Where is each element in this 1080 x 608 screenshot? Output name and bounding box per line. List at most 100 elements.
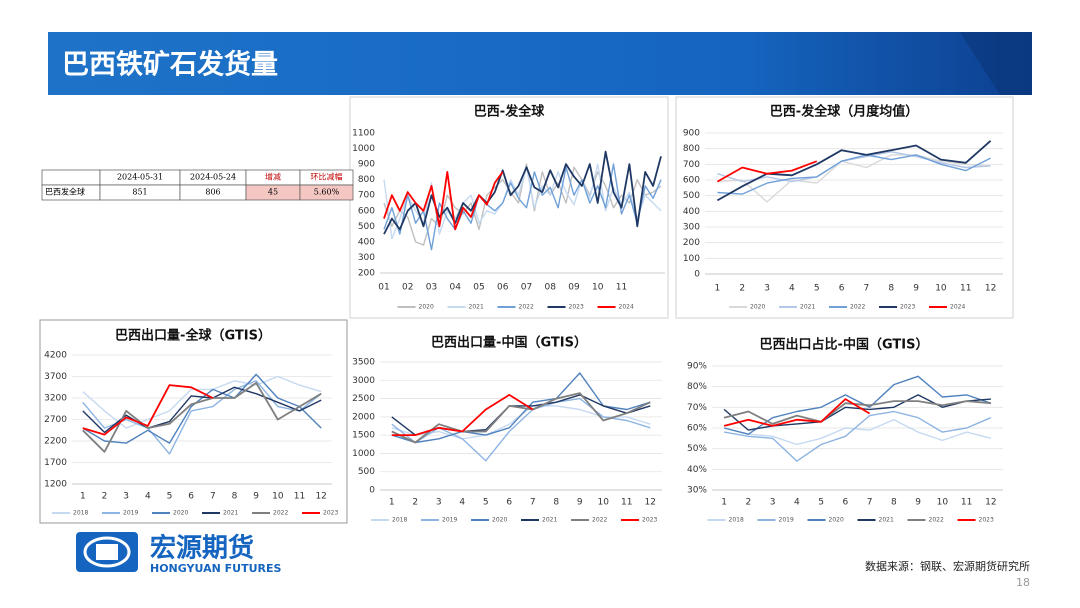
legend-label: 2020 bbox=[492, 517, 507, 524]
legend-label: 2022 bbox=[592, 517, 607, 524]
legend-label: 2021 bbox=[879, 517, 894, 524]
x-tick-label: 9 bbox=[915, 498, 921, 508]
y-tick-label: 300 bbox=[683, 223, 700, 233]
y-tick-label: 3000 bbox=[352, 376, 375, 386]
series-line bbox=[723, 410, 992, 462]
series-line bbox=[716, 140, 992, 202]
y-tick-label: 100 bbox=[683, 254, 700, 264]
y-tick-label: 2700 bbox=[44, 415, 67, 425]
table-value: 5.60% bbox=[314, 188, 340, 197]
x-tick-label: 1 bbox=[715, 284, 721, 294]
x-tick-label: 10 bbox=[935, 284, 947, 294]
y-tick-label: 1000 bbox=[352, 144, 375, 154]
y-tick-label: 30% bbox=[687, 486, 707, 496]
y-tick-label: 0 bbox=[369, 486, 375, 496]
y-tick-label: 300 bbox=[358, 253, 375, 263]
x-tick-label: 5 bbox=[814, 284, 820, 294]
y-tick-label: 70% bbox=[687, 403, 707, 413]
table-value: 巴西发全球 bbox=[45, 187, 85, 197]
legend-label: 2021 bbox=[542, 517, 557, 524]
y-tick-label: 60% bbox=[687, 424, 707, 434]
series-line bbox=[723, 419, 992, 446]
chart-title: 巴西出口量-全球（GTIS） bbox=[115, 328, 271, 344]
legend-label: 2022 bbox=[850, 304, 865, 311]
x-tick-label: 9 bbox=[577, 498, 583, 508]
legend-label: 2023 bbox=[642, 517, 657, 524]
legend-label: 2023 bbox=[569, 304, 584, 311]
y-tick-label: 3200 bbox=[44, 394, 67, 404]
y-tick-label: 90% bbox=[687, 362, 707, 372]
series-line bbox=[717, 154, 991, 195]
x-tick-label: 7 bbox=[530, 498, 536, 508]
y-tick-label: 2000 bbox=[352, 412, 375, 422]
x-tick-label: 12 bbox=[985, 498, 996, 508]
table-cell bbox=[41, 169, 101, 186]
page-title: 巴西铁矿石发货量 bbox=[62, 49, 278, 81]
table-cell bbox=[299, 184, 354, 201]
y-tick-label: 900 bbox=[683, 129, 700, 139]
logo-name: 宏源期货 bbox=[150, 533, 254, 564]
legend-label: 2023 bbox=[979, 517, 994, 524]
y-tick-label: 50% bbox=[687, 444, 707, 454]
x-tick-label: 2 bbox=[102, 492, 108, 502]
legend-label: 2020 bbox=[419, 304, 434, 311]
legend-label: 2021 bbox=[223, 510, 238, 517]
series-line bbox=[723, 400, 991, 425]
header-bar bbox=[48, 32, 1032, 95]
y-tick-label: 3500 bbox=[352, 358, 375, 368]
x-tick-label: 4 bbox=[459, 498, 465, 508]
series-line bbox=[716, 160, 818, 183]
y-tick-label: 1200 bbox=[44, 480, 67, 490]
panel bbox=[349, 96, 669, 319]
table-value: 851 bbox=[132, 188, 147, 197]
x-tick-label: 6 bbox=[506, 498, 512, 508]
series-line bbox=[383, 150, 662, 235]
panel bbox=[39, 319, 348, 524]
series-line bbox=[82, 375, 322, 429]
legend-label: 2018 bbox=[729, 517, 744, 524]
legend-label: 2018 bbox=[392, 517, 407, 524]
x-tick-label: 11 bbox=[294, 492, 305, 502]
series-line bbox=[723, 394, 991, 431]
series-line bbox=[383, 163, 662, 251]
y-tick-label: 40% bbox=[687, 465, 707, 475]
x-tick-label: 2 bbox=[746, 498, 752, 508]
legend-label: 2023 bbox=[323, 510, 338, 517]
legend-label: 2018 bbox=[73, 510, 88, 517]
x-tick-label: 2 bbox=[412, 498, 418, 508]
y-tick-label: 700 bbox=[683, 160, 700, 170]
x-tick-label: 2 bbox=[739, 284, 745, 294]
series-line bbox=[717, 151, 991, 183]
table-header: 2024-05-31 bbox=[117, 173, 163, 182]
x-tick-label: 7 bbox=[210, 492, 216, 502]
legend-label: 2024 bbox=[950, 304, 965, 311]
logo-ring bbox=[83, 536, 131, 568]
x-tick-label: 4 bbox=[789, 284, 795, 294]
series-line bbox=[383, 171, 504, 231]
logo-english: HONGYUAN FUTURES bbox=[150, 562, 282, 575]
x-tick-label: 03 bbox=[426, 283, 437, 293]
series-line bbox=[391, 397, 651, 462]
x-tick-label: 7 bbox=[867, 498, 873, 508]
y-tick-label: 400 bbox=[358, 237, 375, 247]
x-tick-label: 8 bbox=[891, 498, 897, 508]
x-tick-label: 05 bbox=[473, 283, 484, 293]
table-value: 806 bbox=[205, 188, 220, 197]
legend-label: 2021 bbox=[469, 304, 484, 311]
x-tick-label: 1 bbox=[721, 498, 727, 508]
x-tick-label: 6 bbox=[839, 284, 845, 294]
legend-label: 2023 bbox=[900, 304, 915, 311]
x-tick-label: 10 bbox=[598, 498, 610, 508]
x-tick-label: 12 bbox=[645, 498, 656, 508]
x-tick-label: 8 bbox=[553, 498, 559, 508]
x-tick-label: 5 bbox=[483, 498, 489, 508]
x-tick-label: 4 bbox=[145, 492, 151, 502]
legend-label: 2019 bbox=[442, 517, 457, 524]
x-tick-label: 8 bbox=[888, 284, 894, 294]
y-tick-label: 600 bbox=[358, 206, 375, 216]
chart-title: 巴西-发全球 bbox=[474, 104, 545, 120]
series-line bbox=[723, 398, 871, 427]
x-tick-label: 11 bbox=[621, 498, 632, 508]
legend-label: 2022 bbox=[273, 510, 288, 517]
